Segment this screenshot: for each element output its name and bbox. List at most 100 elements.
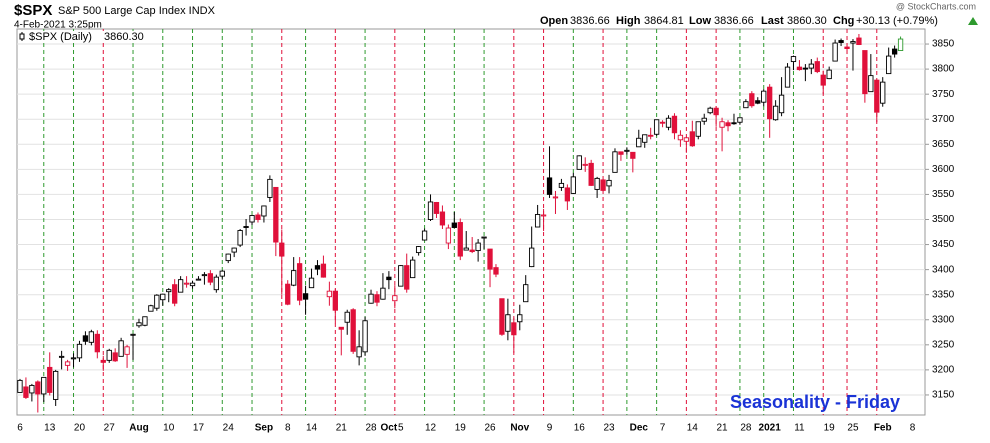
- candle-body: [374, 294, 380, 303]
- watermark: @ StockCharts.com: [896, 1, 976, 11]
- candle-body: [880, 81, 886, 104]
- candle-body: [475, 242, 481, 252]
- candle-body: [838, 40, 844, 43]
- candle-body: [493, 267, 499, 275]
- x-tick-label: 14: [687, 423, 699, 434]
- candle-body: [88, 331, 95, 343]
- candle-body: [457, 222, 463, 257]
- y-tick-label: 3650: [932, 139, 955, 150]
- x-tick-label: 8: [285, 423, 291, 434]
- candle-body: [826, 69, 832, 80]
- candle-body: [392, 295, 398, 302]
- candle-body: [53, 370, 59, 400]
- candle-body: [189, 282, 196, 287]
- quote-label: Last: [761, 15, 784, 27]
- candle-body: [665, 117, 672, 128]
- candle-body: [166, 289, 172, 293]
- candle-body: [808, 63, 814, 69]
- x-tick-label: 16: [574, 423, 586, 434]
- candle-body: [35, 381, 41, 395]
- candle-body: [749, 93, 755, 107]
- candle-body: [118, 340, 124, 357]
- quote-value: 3864.81: [644, 15, 684, 27]
- annotation: Seasonality - Friday: [730, 392, 900, 412]
- candle-body: [100, 359, 106, 363]
- x-tick-label: 23: [603, 423, 615, 434]
- x-tick-label: 25: [847, 423, 859, 434]
- candle-body: [207, 273, 214, 283]
- candle-body: [237, 230, 243, 246]
- candle-body: [772, 105, 779, 121]
- candle-body: [433, 201, 440, 214]
- y-tick-label: 3600: [932, 164, 955, 175]
- x-tick-label: 7: [660, 423, 666, 434]
- candle-body: [439, 211, 446, 226]
- y-tick-label: 3200: [932, 365, 955, 376]
- legend-icon: [19, 33, 25, 40]
- candle-body: [755, 100, 761, 104]
- candle-body: [344, 311, 350, 323]
- candle-body: [302, 293, 309, 300]
- candle-body: [868, 75, 874, 93]
- candle-body: [570, 176, 576, 194]
- candle-body: [534, 214, 541, 228]
- x-tick-label: 2021: [759, 423, 782, 434]
- candle-body: [767, 86, 773, 120]
- candle-body: [82, 335, 89, 342]
- candle-body: [463, 247, 469, 251]
- candle-body: [142, 316, 148, 326]
- quote-value: 3836.66: [714, 15, 754, 27]
- y-tick-label: 3450: [932, 239, 955, 250]
- candle-body: [850, 41, 856, 44]
- candle-body: [594, 177, 600, 190]
- candle-body: [172, 284, 178, 304]
- candle-body: [445, 227, 452, 244]
- x-tick-label: 19: [455, 423, 467, 434]
- chart-title: $SPX: [14, 2, 52, 19]
- quote-label: High: [616, 15, 641, 27]
- candle-body: [148, 305, 154, 312]
- x-tick-label: Aug: [129, 423, 148, 434]
- candle-body: [368, 293, 374, 304]
- x-tick-label: 19: [824, 423, 836, 434]
- y-tick-label: 3400: [932, 264, 955, 275]
- candle-body: [17, 379, 23, 393]
- candle-body: [380, 287, 386, 300]
- candle-body: [624, 149, 630, 152]
- x-tick-label: 28: [740, 423, 752, 434]
- x-tick-label: 8: [910, 423, 916, 434]
- candle-body: [695, 121, 701, 137]
- candle-body: [731, 122, 737, 125]
- candle-body: [469, 249, 475, 253]
- candle-body: [546, 177, 553, 195]
- plot-frame: [16, 28, 926, 416]
- candle-body: [761, 90, 767, 103]
- candle-body: [897, 38, 904, 52]
- candle-body: [552, 196, 559, 199]
- candle-body: [398, 265, 404, 287]
- candle-body: [636, 137, 642, 148]
- x-tick-label: 28: [365, 423, 377, 434]
- candle-body: [130, 333, 136, 336]
- candle-body: [564, 187, 571, 202]
- candle-body: [427, 201, 434, 220]
- candle-body: [362, 320, 368, 353]
- candle-body: [576, 155, 582, 170]
- y-tick-label: 3250: [932, 339, 955, 350]
- legend-value: 3860.30: [104, 31, 144, 43]
- candle-body: [338, 326, 344, 330]
- candle-body: [862, 50, 868, 95]
- candle-body: [386, 276, 392, 281]
- candle-body: [76, 343, 83, 359]
- candle-body: [677, 134, 684, 141]
- candle-body: [606, 179, 612, 187]
- candle-body: [41, 376, 47, 395]
- x-tick-label: 13: [44, 423, 56, 434]
- y-tick-label: 3300: [932, 314, 955, 325]
- x-tick-label: Dec: [630, 423, 649, 434]
- x-tick-label: 12: [425, 423, 437, 434]
- candle-body: [410, 259, 416, 279]
- y-tick-label: 3750: [932, 89, 955, 100]
- candle-body: [249, 215, 255, 223]
- legend-bg: [18, 31, 154, 43]
